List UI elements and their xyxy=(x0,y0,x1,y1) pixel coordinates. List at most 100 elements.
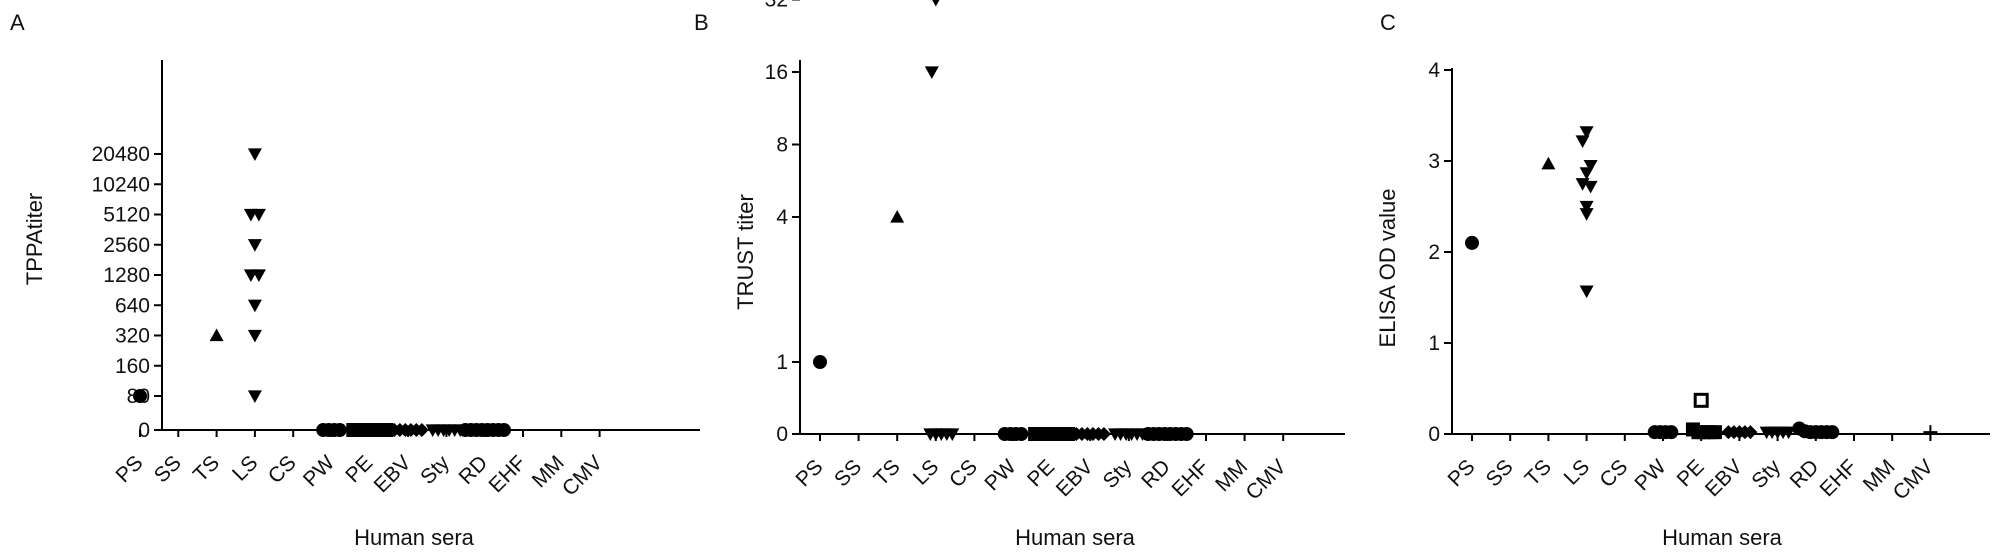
y-tick-label: 160 xyxy=(115,355,150,378)
panel-label-a: A xyxy=(10,10,25,35)
y-tick-label: 4 xyxy=(1428,59,1440,82)
y-tick-label: 2560 xyxy=(103,234,150,257)
data-point xyxy=(1579,208,1594,221)
data-point xyxy=(1579,126,1594,139)
data-point xyxy=(247,299,262,313)
x-category-label: Sty xyxy=(1099,455,1137,493)
data-point xyxy=(1465,235,1479,250)
x-category-label: PS xyxy=(1443,455,1479,491)
x-category-label: PW xyxy=(299,451,339,491)
y-tick-label: 0 xyxy=(138,419,150,442)
x-category-label: Sty xyxy=(1747,455,1785,493)
y-tick-label: 4 xyxy=(776,206,788,229)
data-point xyxy=(1579,285,1594,299)
y-tick-label: 20480 xyxy=(92,143,150,166)
data-point xyxy=(247,239,262,252)
x-category-label: SS xyxy=(1482,455,1518,491)
data-points-a xyxy=(133,148,511,437)
data-point xyxy=(251,269,266,282)
data-points-c xyxy=(1465,126,1938,440)
y-ticks-c: 0 1 2 3 4 xyxy=(1428,59,1452,446)
panel-b: B TRUST titer Human sera 0 1 4 8 16 32 PS SS TS… xyxy=(694,0,1345,550)
y-tick-label: 1 xyxy=(1428,332,1440,355)
y-tick-label: 2 xyxy=(1428,241,1440,264)
y-axis-title-c: ELISA OD value xyxy=(1375,189,1400,348)
data-point xyxy=(890,210,905,223)
y-tick-label: 8 xyxy=(776,134,788,157)
y-axis-title-b: TRUST titer xyxy=(733,194,758,310)
x-category-label: Sty xyxy=(416,451,454,489)
x-category-label: CS xyxy=(1595,455,1632,492)
x-category-label: TS xyxy=(1521,455,1556,490)
data-point xyxy=(1575,135,1590,148)
panel-c: C ELISA OD value Human sera 0 1 2 3 4 PS SS TS… xyxy=(1375,10,1990,550)
y-tick-label: 1 xyxy=(776,351,788,374)
data-point xyxy=(209,328,224,342)
x-category-label: PW xyxy=(980,455,1020,495)
y-tick-label: 3 xyxy=(1428,150,1440,173)
panel-label-b: B xyxy=(694,10,709,35)
y-tick-label: 16 xyxy=(765,61,788,84)
data-point xyxy=(251,208,266,222)
x-category-label: LS xyxy=(1560,455,1594,489)
data-points-b xyxy=(813,0,1194,441)
data-point xyxy=(813,355,827,369)
y-ticks-a: 0801603206401280256051201024020480 xyxy=(92,143,162,442)
panel-label-c: C xyxy=(1380,10,1396,35)
y-tick-label: 640 xyxy=(115,294,150,317)
data-point xyxy=(1781,426,1796,440)
x-category-label: SS xyxy=(150,451,186,487)
data-point xyxy=(247,148,262,161)
x-category-label: CMV xyxy=(1889,455,1938,504)
x-category-label: EBV xyxy=(1701,455,1747,501)
data-point xyxy=(924,66,939,79)
x-category-label: CS xyxy=(264,451,301,488)
data-point xyxy=(932,0,940,7)
x-axis-title-a: Human sera xyxy=(354,525,475,550)
x-category-label: TS xyxy=(189,451,224,486)
x-category-label: LS xyxy=(909,455,943,489)
y-tick-label: 0 xyxy=(1428,423,1440,446)
data-point xyxy=(1541,156,1556,170)
x-category-label: SS xyxy=(830,455,866,491)
x-category-label: EBV xyxy=(1052,455,1098,501)
data-point xyxy=(1579,200,1594,214)
data-point xyxy=(1583,180,1598,194)
data-point xyxy=(1583,159,1598,173)
y-ticks-b: 0 1 4 8 16 32 xyxy=(765,0,800,446)
x-category-label: CMV xyxy=(1241,455,1290,504)
x-category-label: TS xyxy=(869,455,904,490)
x-axis-title-c: Human sera xyxy=(1662,525,1783,550)
x-category-label: EHF xyxy=(1816,455,1862,501)
y-axis-title-a: TPPAtiter xyxy=(22,193,47,286)
x-category-label: EHF xyxy=(485,451,531,497)
x-category-label: EHF xyxy=(1168,455,1214,501)
data-point xyxy=(1693,392,1709,408)
x-category-label: CMV xyxy=(558,451,607,500)
data-point xyxy=(1664,425,1679,440)
data-point xyxy=(247,390,262,403)
y-tick-label: 320 xyxy=(115,325,150,348)
data-point xyxy=(1707,425,1722,440)
data-point xyxy=(1825,425,1840,440)
x-category-label: LS xyxy=(228,451,262,485)
y-tick-label: 5120 xyxy=(103,204,150,227)
data-point xyxy=(1923,425,1938,440)
y-tick-label: 10240 xyxy=(92,173,150,196)
x-category-label: PW xyxy=(1630,455,1670,495)
y-tick-label: 0 xyxy=(776,423,788,446)
x-category-label: PS xyxy=(111,451,147,487)
panel-a: A TPPAtiter Human sera 08016032064012802… xyxy=(10,10,700,550)
y-tick-label: 1280 xyxy=(103,264,150,287)
x-category-label: EBV xyxy=(370,451,416,497)
data-point xyxy=(1743,425,1758,440)
x-category-label: CS xyxy=(945,455,982,492)
data-point xyxy=(247,329,262,343)
data-point xyxy=(1579,167,1594,180)
data-point xyxy=(133,389,147,403)
x-axis-title-b: Human sera xyxy=(1015,525,1136,550)
